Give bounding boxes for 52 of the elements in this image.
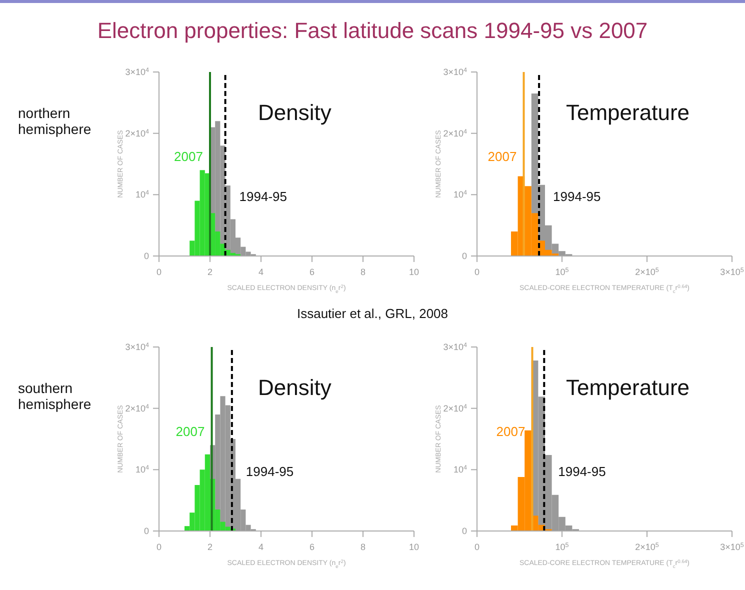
series-label: 1994-95 — [558, 464, 606, 479]
text: northern hemisphere — [18, 105, 92, 137]
x-tick-label: 6 — [309, 542, 315, 552]
series-label: 1994-95 — [239, 188, 288, 204]
text: Temperature — [566, 100, 690, 126]
y-tick-label: 3×10$^{4}$ — [125, 342, 150, 352]
x-tick-label: 0 — [156, 267, 162, 277]
x-tick-label: 10 — [408, 267, 420, 277]
text: southern hemisphere — [18, 380, 92, 412]
y-tick-label: 2×10$^{4}$ — [443, 128, 468, 138]
text: Issautier et al., GRL, 2008 — [296, 306, 450, 321]
x-tick-label: 2 — [207, 267, 213, 277]
x-tick-label: 8 — [360, 542, 366, 552]
x-tick-label: 3×10$^{5}$ — [720, 542, 744, 552]
x-tick-label: 10$^{5}$ — [555, 542, 570, 552]
y-tick-label: 2×10$^{4}$ — [125, 128, 150, 138]
x-tick-label: 2 — [207, 542, 213, 552]
series-label: 2007 — [488, 148, 517, 164]
series-label: 1994-95 — [246, 464, 294, 479]
series-label: 1994-95 — [553, 188, 601, 204]
x-tick-label: 0 — [156, 542, 162, 552]
series-label: 2007 — [174, 148, 203, 164]
y-tick-label: 10$^{4}$ — [453, 189, 468, 200]
y-tick-label: 0 — [144, 526, 149, 536]
x-tick-label: 10 — [408, 542, 420, 552]
x-tick-label: 10$^{5}$ — [555, 266, 570, 277]
y-tick-label: 0 — [144, 251, 149, 261]
x-tick-label: 2×10$^{5}$ — [635, 266, 660, 277]
y-tick-label: 10$^{4}$ — [135, 464, 150, 475]
series-label: 2007 — [496, 424, 526, 439]
y-tick-label: 10$^{4}$ — [453, 464, 468, 475]
y-tick-label: 0 — [462, 526, 467, 536]
x-tick-label: 4 — [258, 267, 264, 277]
y-tick-label: 3×10$^{4}$ — [125, 66, 150, 77]
text: Density — [258, 100, 332, 126]
x-tick-label: 6 — [309, 267, 315, 277]
x-tick-label: 2×10$^{5}$ — [635, 542, 660, 552]
x-tick-label: 4 — [258, 542, 264, 552]
y-tick-label: 3×10$^{4}$ — [443, 66, 468, 77]
x-tick-label: 8 — [360, 267, 366, 277]
y-tick-label: 3×10$^{4}$ — [443, 342, 468, 352]
text: Temperature — [566, 375, 690, 401]
y-tick-label: 2×10$^{4}$ — [125, 402, 150, 414]
x-tick-label: 0 — [474, 267, 480, 277]
series-label: 2007 — [176, 424, 205, 439]
y-tick-label: 0 — [462, 251, 467, 261]
x-tick-label: 3×10$^{5}$ — [720, 266, 744, 277]
x-tick-label: 0 — [474, 542, 480, 552]
text: Electron properties: Fast latitude scans 1994-95 vs 2007 — [96, 18, 649, 44]
y-tick-label: 10$^{4}$ — [135, 189, 150, 200]
text: Density — [258, 375, 332, 401]
y-tick-label: 2×10$^{4}$ — [443, 402, 468, 414]
